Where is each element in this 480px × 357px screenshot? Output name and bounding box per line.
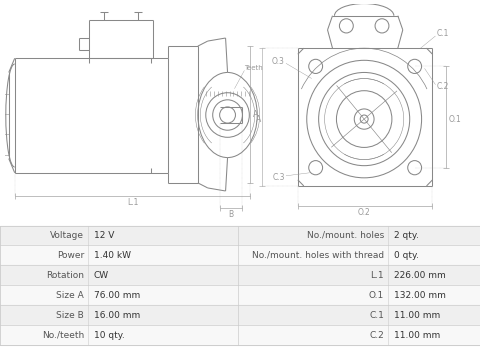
Text: 132.00 mm: 132.00 mm xyxy=(394,291,446,300)
Text: 11.00 mm: 11.00 mm xyxy=(394,331,440,340)
Text: Power: Power xyxy=(57,251,84,260)
Text: C.3: C.3 xyxy=(273,174,285,182)
Text: 10 qty.: 10 qty. xyxy=(94,331,125,340)
Text: B: B xyxy=(228,210,234,219)
Text: 11.00 mm: 11.00 mm xyxy=(394,311,440,320)
Bar xyxy=(0,226,238,246)
Text: 2 qty.: 2 qty. xyxy=(394,231,419,240)
Bar xyxy=(238,305,480,325)
Bar xyxy=(238,265,480,285)
Text: No./teeth: No./teeth xyxy=(42,331,84,340)
Text: 76.00 mm: 76.00 mm xyxy=(94,291,140,300)
Text: Size A: Size A xyxy=(56,291,84,300)
Bar xyxy=(238,226,480,246)
Text: Size B: Size B xyxy=(56,311,84,320)
Text: O.1: O.1 xyxy=(369,291,384,300)
Text: No./mount. holes with thread: No./mount. holes with thread xyxy=(252,251,384,260)
Text: 226.00 mm: 226.00 mm xyxy=(394,271,446,280)
Text: C.2: C.2 xyxy=(436,82,449,91)
Text: C.1: C.1 xyxy=(436,30,449,39)
Text: L.1: L.1 xyxy=(127,198,138,207)
Text: Voltage: Voltage xyxy=(50,231,84,240)
Text: O.2: O.2 xyxy=(358,208,371,217)
Bar xyxy=(0,305,238,325)
Bar xyxy=(0,246,238,265)
Text: 12 V: 12 V xyxy=(94,231,114,240)
Text: A: A xyxy=(256,115,261,124)
Text: 1.40 kW: 1.40 kW xyxy=(94,251,131,260)
Text: No./mount. holes: No./mount. holes xyxy=(307,231,384,240)
Bar xyxy=(0,285,238,305)
Text: O.3: O.3 xyxy=(272,57,285,66)
Text: Rotation: Rotation xyxy=(46,271,84,280)
Bar xyxy=(0,265,238,285)
Bar xyxy=(238,285,480,305)
Text: C.1: C.1 xyxy=(369,311,384,320)
Bar xyxy=(0,325,238,345)
Text: CW: CW xyxy=(94,271,109,280)
Bar xyxy=(238,325,480,345)
Text: Teeth: Teeth xyxy=(244,65,263,71)
Text: 0 qty.: 0 qty. xyxy=(394,251,419,260)
Text: O.1: O.1 xyxy=(448,115,461,124)
Bar xyxy=(238,246,480,265)
Text: 16.00 mm: 16.00 mm xyxy=(94,311,140,320)
Text: L.1: L.1 xyxy=(371,271,384,280)
Text: C.2: C.2 xyxy=(369,331,384,340)
Text: A: A xyxy=(253,110,259,119)
